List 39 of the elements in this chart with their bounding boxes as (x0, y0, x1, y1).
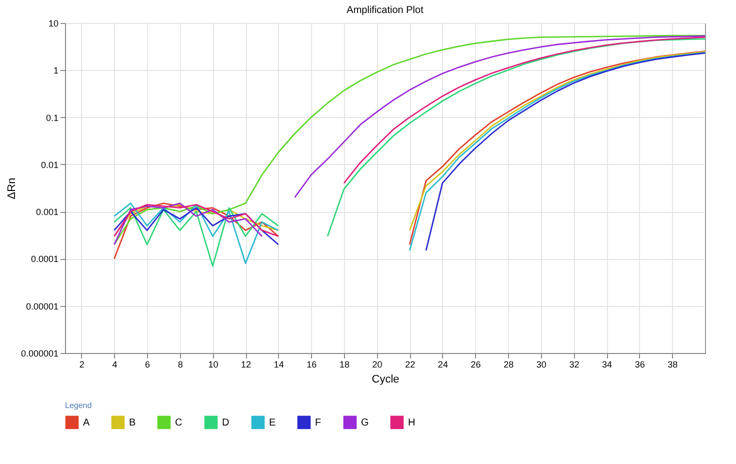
x-tick-label: 30 (536, 360, 546, 370)
x-tick-label: 20 (372, 360, 382, 370)
x-tick-label: 34 (602, 360, 612, 370)
y-tick-label: 0.01 (40, 160, 58, 170)
legend-label: A (83, 417, 90, 428)
y-tick-label: 0.000001 (20, 348, 58, 358)
x-tick-label: 4 (112, 360, 118, 370)
y-tick-label: 0.0001 (30, 254, 58, 264)
x-tick-label: 28 (504, 360, 514, 370)
legend-label: F (315, 417, 322, 428)
x-tick-label: 26 (470, 360, 481, 370)
x-tick-label: 10 (208, 360, 218, 370)
x-tick-label: 32 (569, 360, 580, 370)
y-tick-label: 0.00001 (26, 301, 58, 312)
legend-label: G (361, 417, 369, 428)
legend-label: B (129, 417, 136, 428)
legend-title: Legend (65, 401, 92, 410)
x-tick-label: 36 (634, 360, 645, 370)
legend-label: H (408, 417, 416, 428)
x-tick-label: 38 (668, 360, 678, 370)
x-tick-label: 16 (306, 360, 317, 370)
x-tick-label: 6 (145, 360, 150, 370)
x-tick-label: 2 (79, 360, 84, 370)
x-tick-label: 8 (178, 360, 183, 370)
legend-label: E (269, 417, 276, 428)
y-tick-label: 10 (48, 18, 58, 28)
y-tick-label: 1 (53, 66, 58, 76)
x-axis-title: Cycle (372, 374, 400, 386)
chart-title: Amplification Plot (346, 5, 424, 16)
x-tick-label: 14 (274, 360, 284, 370)
x-tick-label: 24 (438, 360, 448, 370)
x-tick-label: 22 (405, 360, 416, 370)
legend-label: C (175, 417, 182, 428)
y-axis-title: ΔRn (6, 178, 18, 200)
x-tick-label: 12 (241, 360, 252, 370)
legend-label: D (222, 417, 230, 428)
y-tick-label: 0.001 (36, 207, 58, 218)
x-tick-label: 18 (339, 360, 350, 370)
y-tick-label: 0.1 (46, 112, 58, 123)
